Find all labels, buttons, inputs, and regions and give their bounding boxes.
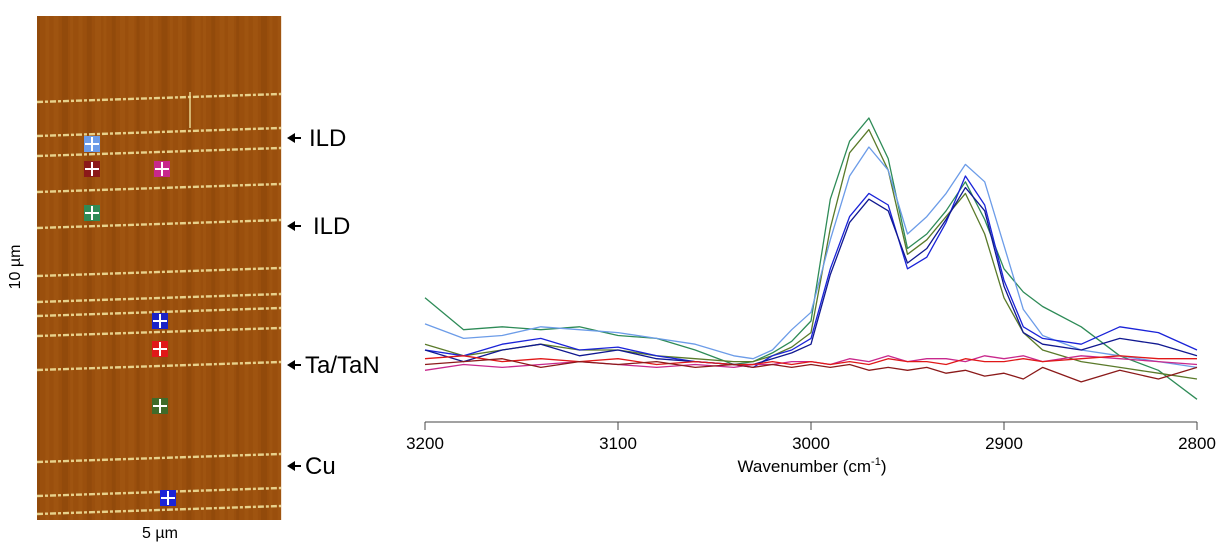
annotation-label: ILD: [313, 213, 350, 240]
afm-ridge-line: [36, 486, 282, 498]
annotation-label: ILD: [309, 125, 346, 152]
afm-ridge-line: [36, 218, 282, 230]
afm-texture-streak: [95, 16, 102, 520]
afm-texture-streak: [78, 16, 83, 520]
afm-texture-streak: [178, 16, 183, 520]
spectrum-series-group: [424, 117, 1198, 400]
x-axis-label: Wavenumber (cm-1): [738, 456, 887, 476]
afm-ridge-line: [36, 126, 282, 138]
annotation-label: Cu: [305, 453, 336, 480]
spectrum-series-4: [424, 186, 1198, 366]
spectrum-series-2: [424, 146, 1198, 369]
afm-ridge-line: [36, 146, 282, 158]
afm-texture-streak: [61, 16, 68, 520]
afm-texture-streak: [261, 16, 268, 520]
afm-ridge-line: [36, 360, 282, 372]
afm-panel: ILD ILD Ta/TaN Cu 5 µm 10 µm: [7, 16, 380, 542]
afm-texture-streak: [128, 16, 135, 520]
afm-texture-streak: [136, 16, 140, 520]
afm-marker: [84, 161, 100, 177]
afm-texture-streak: [219, 16, 225, 520]
afm-texture-streak: [169, 16, 173, 520]
afm-texture-streak: [211, 16, 216, 520]
x-tick-label: 2800: [1178, 434, 1216, 453]
afm-ridge-line: [36, 292, 282, 304]
afm-texture-streak: [161, 16, 168, 520]
afm-marker: [84, 136, 100, 152]
spectrum-series-7: [424, 358, 1198, 383]
arrow-head-icon: [287, 360, 295, 370]
spectrum-series-6: [424, 355, 1197, 366]
afm-texture-streak: [186, 16, 192, 520]
afm-texture-streak: [144, 16, 149, 520]
arrow-head-icon: [287, 221, 295, 231]
afm-marker: [154, 161, 170, 177]
annotation-label: Ta/TaN: [305, 352, 380, 379]
x-axis-label-close: ): [881, 457, 887, 476]
afm-height-map: [36, 16, 282, 520]
spectrum-series-0: [424, 117, 1198, 400]
afm-annotation: Ta/TaN: [287, 352, 380, 379]
afm-marker: [84, 205, 100, 221]
afm-texture-streak: [236, 16, 240, 520]
scale-bar-y-label: 10 µm: [7, 245, 24, 290]
afm-ridge-line: [36, 306, 282, 318]
scale-bar-x-label: 5 µm: [142, 525, 178, 542]
afm-texture-streak: [203, 16, 206, 520]
afm-ridge-line: [36, 266, 282, 278]
afm-texture-streak: [37, 16, 40, 520]
afm-annotation: Cu: [287, 453, 336, 480]
x-axis-label-superscript: -1: [871, 456, 881, 468]
afm-marker: [160, 490, 176, 506]
x-axis: 3200 3100 3000 2900 2800: [406, 421, 1216, 453]
afm-background: [37, 16, 281, 520]
afm-ridge-line: [36, 182, 282, 194]
arrow-head-icon: [287, 133, 295, 143]
afm-texture-streak: [111, 16, 116, 520]
afm-texture-streak: [86, 16, 92, 520]
afm-ridge-line: [36, 326, 282, 338]
afm-texture-streak: [45, 16, 50, 520]
ir-spectrum-chart: 3200 3100 3000 2900 2800 Wavenumber (cm-1): [406, 117, 1216, 476]
x-tick-label: 3200: [406, 434, 444, 453]
afm-texture-streak: [153, 16, 159, 520]
afm-markers: [84, 136, 176, 506]
spectrum-series-1: [424, 128, 1198, 380]
afm-texture-streak: [120, 16, 125, 520]
afm-ridge-line: [36, 452, 282, 464]
afm-ridge-line: [36, 92, 282, 104]
x-tick-label: 3000: [792, 434, 830, 453]
afm-texture-streak: [53, 16, 59, 520]
spectrum-series-3: [424, 175, 1198, 369]
afm-annotation: ILD: [287, 125, 346, 152]
afm-marker: [152, 313, 168, 329]
x-axis-label-text: Wavenumber (cm: [738, 457, 872, 476]
afm-annotations: ILD ILD Ta/TaN Cu: [287, 125, 380, 480]
afm-texture-streak: [103, 16, 107, 520]
arrow-head-icon: [287, 461, 295, 471]
afm-marker: [152, 341, 168, 357]
afm-texture-streak: [227, 16, 234, 520]
afm-texture-streak: [194, 16, 201, 520]
afm-ridge-line: [36, 504, 282, 516]
afm-texture-streak: [70, 16, 74, 520]
afm-marker: [152, 398, 168, 414]
spectrum-series-5: [424, 355, 1198, 371]
x-tick-label: 2900: [985, 434, 1023, 453]
afm-annotation: ILD: [287, 213, 350, 240]
x-tick-label: 3100: [599, 434, 637, 453]
